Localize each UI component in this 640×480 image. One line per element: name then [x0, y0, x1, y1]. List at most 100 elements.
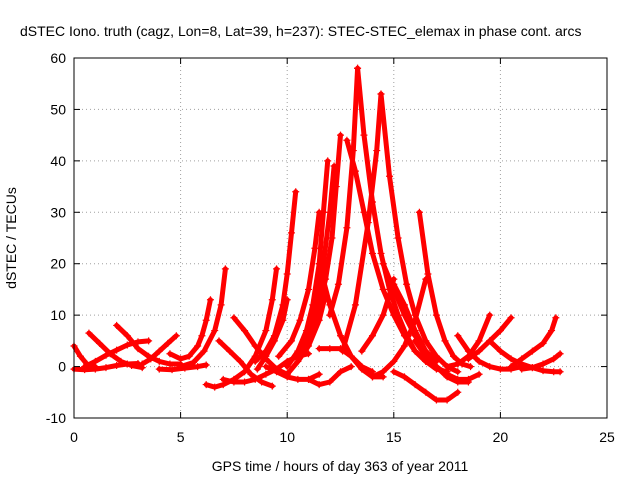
x-axis-label: GPS time / hours of day 363 of year 2011 [212, 458, 469, 474]
data-point [518, 365, 526, 373]
data-point [360, 131, 368, 139]
series-line [378, 91, 461, 375]
data-point [368, 249, 376, 257]
data-point [305, 285, 313, 293]
data-point [113, 362, 121, 370]
data-point [486, 363, 494, 371]
x-tick-label: 0 [70, 429, 78, 445]
data-point [230, 378, 238, 386]
data-point [390, 311, 398, 319]
plot-area [70, 64, 564, 404]
data-point [113, 321, 121, 329]
data-point [326, 311, 334, 319]
data-point [226, 347, 234, 355]
data-point [287, 229, 295, 237]
data-point [200, 347, 208, 355]
data-point [354, 64, 362, 72]
data-point [172, 332, 180, 340]
data-point [283, 296, 291, 304]
data-point [202, 361, 210, 369]
data-point [164, 339, 172, 347]
data-point [475, 347, 483, 355]
data-point [334, 280, 342, 288]
data-point [319, 208, 327, 216]
y-axis: -10 0 10 20 30 40 50 60 [46, 50, 607, 426]
data-point [168, 366, 176, 374]
data-point [283, 370, 291, 378]
data-point [486, 337, 494, 345]
y-tick-label: 30 [50, 204, 66, 220]
data-point [166, 360, 174, 368]
y-tick-label: 0 [58, 359, 66, 375]
data-point [189, 358, 197, 366]
data-point [507, 314, 515, 322]
data-point [262, 327, 270, 335]
data-point [548, 327, 556, 335]
data-point [400, 373, 408, 381]
data-point [432, 396, 440, 404]
data-point [360, 208, 368, 216]
data-point [411, 327, 419, 335]
data-point [215, 337, 223, 345]
data-point [411, 347, 419, 355]
data-point [475, 337, 483, 345]
data-series [138, 332, 180, 368]
data-point [253, 365, 261, 373]
data-point [443, 396, 451, 404]
x-tick-label: 25 [599, 429, 615, 445]
data-point [273, 368, 281, 376]
data-point [454, 360, 462, 368]
data-point [368, 373, 376, 381]
data-point [258, 378, 266, 386]
data-point [386, 172, 394, 180]
data-point [411, 337, 419, 345]
series-line [306, 132, 343, 344]
data-point [315, 370, 323, 378]
data-point [390, 368, 398, 376]
data-point [324, 157, 332, 165]
data-point [411, 381, 419, 389]
data-point [400, 301, 408, 309]
data-point [292, 188, 300, 196]
data-point [422, 352, 430, 360]
data-point [236, 357, 244, 365]
data-series [275, 208, 323, 360]
data-point [315, 260, 323, 268]
data-series [215, 337, 276, 390]
data-point [507, 355, 515, 363]
data-point [315, 381, 323, 389]
y-tick-label: -10 [46, 410, 66, 426]
data-point [155, 347, 163, 355]
data-point [268, 382, 276, 390]
data-point [432, 311, 440, 319]
data-point [275, 352, 283, 360]
data-point [486, 311, 494, 319]
y-tick-label: 20 [50, 256, 66, 272]
data-point [273, 265, 281, 273]
data-point [364, 219, 372, 227]
data-point [194, 342, 202, 350]
data-point [206, 296, 214, 304]
data-point [441, 337, 449, 345]
data-point [347, 363, 355, 371]
data-point [390, 280, 398, 288]
data-point [337, 368, 344, 376]
x-tick-label: 15 [386, 429, 402, 445]
data-point [337, 131, 344, 139]
data-point [496, 347, 504, 355]
data-point [496, 327, 504, 335]
data-point [377, 249, 385, 257]
data-point [96, 339, 104, 347]
data-point [315, 345, 323, 353]
data-series [253, 296, 291, 373]
data-point [251, 342, 259, 350]
data-point [351, 167, 359, 175]
data-point [177, 355, 185, 363]
data-point [432, 363, 440, 371]
x-tick-label: 20 [493, 429, 509, 445]
data-point [464, 355, 472, 363]
data-point [550, 355, 558, 363]
data-point [81, 363, 89, 371]
series-line [216, 338, 275, 389]
data-point [464, 347, 472, 355]
